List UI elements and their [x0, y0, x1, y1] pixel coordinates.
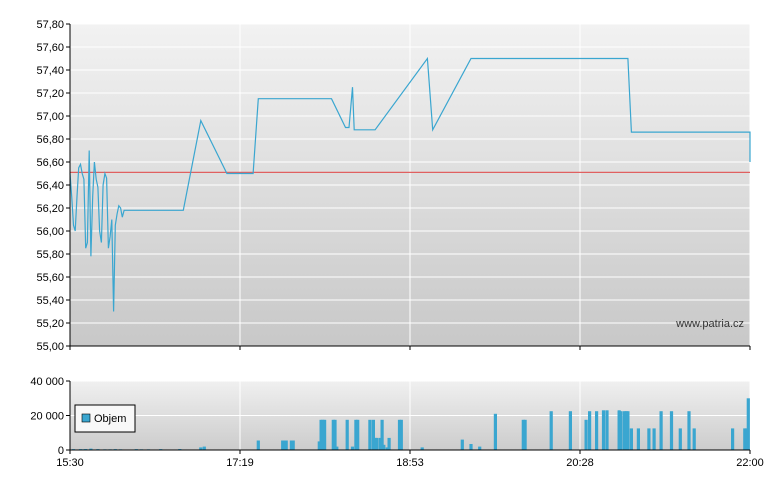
volume-bar: [746, 398, 750, 451]
volume-bar: [282, 440, 287, 450]
volume-bar: [605, 410, 609, 450]
volume-bar: [601, 410, 606, 450]
volume-bar: [373, 437, 377, 450]
volume-bar: [731, 428, 735, 450]
x-tick-label: 18:53: [396, 457, 424, 469]
volume-bar: [493, 413, 497, 450]
volume-bar: [549, 411, 553, 450]
volume-bar: [378, 437, 382, 450]
volume-bar: [687, 411, 691, 450]
volume-bar: [420, 447, 424, 450]
volume-bar: [595, 411, 599, 450]
volume-bar: [636, 428, 640, 450]
volume-bar: [385, 447, 389, 450]
legend-swatch: [81, 413, 91, 423]
volume-bar: [354, 419, 358, 450]
volume-bar: [387, 437, 391, 450]
volume-bar: [368, 419, 372, 450]
volume-bar: [289, 440, 293, 450]
volume-bar: [323, 419, 327, 450]
volume-bar: [256, 440, 260, 450]
volume-bar: [521, 419, 525, 450]
price-y-tick-label: 55,60: [36, 272, 64, 284]
volume-bar: [199, 447, 203, 450]
volume-bar: [397, 419, 402, 450]
price-y-tick-label: 55,20: [36, 318, 64, 330]
price-y-tick-label: 56,20: [36, 203, 64, 215]
volume-bar: [333, 419, 337, 450]
volume-bar: [460, 439, 464, 450]
volume-bar: [380, 419, 384, 450]
volume-bar: [331, 419, 335, 450]
volume-bar: [478, 446, 482, 450]
volume-bar: [744, 428, 749, 450]
price-y-tick-label: 57,00: [36, 111, 64, 123]
volume-bar: [345, 419, 349, 450]
price-y-tick-label: 57,80: [36, 19, 64, 31]
volume-bar: [669, 411, 674, 450]
price-y-tick-label: 57,20: [36, 88, 64, 100]
price-y-tick-label: 55,80: [36, 249, 64, 261]
volume-bar: [202, 446, 206, 450]
volume-bar: [317, 441, 321, 450]
price-y-tick-label: 56,60: [36, 157, 64, 169]
volume-bar: [356, 419, 360, 450]
volume-bar: [622, 411, 627, 450]
price-y-tick-label: 57,60: [36, 42, 64, 54]
price-y-tick-label: 56,40: [36, 180, 64, 192]
volume-y-tick-label: 0: [58, 445, 64, 457]
volume-bar: [617, 411, 621, 450]
price-y-tick-label: 55,40: [36, 295, 64, 307]
volume-bar: [281, 440, 285, 450]
volume-bar: [469, 444, 473, 450]
volume-bar: [588, 411, 592, 450]
volume-bar: [375, 437, 379, 450]
price-y-tick-label: 57,40: [36, 65, 64, 77]
volume-bar: [624, 411, 628, 450]
x-tick-label: 15:30: [56, 457, 84, 469]
volume-bar: [647, 428, 651, 450]
volume-bar: [319, 419, 323, 450]
volume-bar: [350, 446, 355, 450]
volume-panel: 0 20 000 40 000 15:30 17:19 18:53 20:28 22:00 Ob…: [30, 376, 763, 469]
x-tick-label: 20:28: [566, 457, 594, 469]
volume-bar: [619, 411, 623, 450]
x-tick-label: 17:19: [226, 457, 254, 469]
volume-bar: [371, 419, 375, 450]
volume-bar: [692, 428, 696, 450]
volume-bar: [284, 440, 288, 450]
volume-y-tick-label: 20 000: [30, 411, 64, 423]
volume-bar: [678, 428, 682, 450]
volume-bar: [321, 419, 325, 450]
volume-y-tick-label: 40 000: [30, 376, 64, 388]
volume-bar: [523, 419, 527, 450]
watermark: www.patria.cz: [675, 318, 744, 330]
price-panel: 55,00 55,20 55,40 55,60 55,80 56,00 56,20 56,40…: [36, 19, 751, 353]
volume-bar: [89, 448, 93, 450]
price-series-line: [69, 56, 751, 312]
volume-bar: [626, 411, 630, 450]
volume-bar: [584, 419, 588, 450]
price-y-tick-label: 56,00: [36, 226, 64, 238]
legend-label: Objem: [94, 413, 126, 425]
volume-bar: [659, 411, 663, 450]
volume-bar: [335, 446, 339, 450]
volume-bar: [743, 428, 747, 450]
volume-bar: [568, 411, 572, 450]
volume-bar: [652, 428, 656, 450]
volume-bar: [382, 444, 386, 450]
price-y-tick-label: 56,80: [36, 134, 64, 146]
price-y-tick-label: 55,00: [36, 341, 64, 353]
volume-bar: [629, 428, 633, 450]
volume-bar: [399, 419, 403, 450]
x-tick-label: 22:00: [736, 457, 764, 469]
volume-bar: [291, 440, 295, 450]
legend: Objem: [74, 404, 136, 433]
